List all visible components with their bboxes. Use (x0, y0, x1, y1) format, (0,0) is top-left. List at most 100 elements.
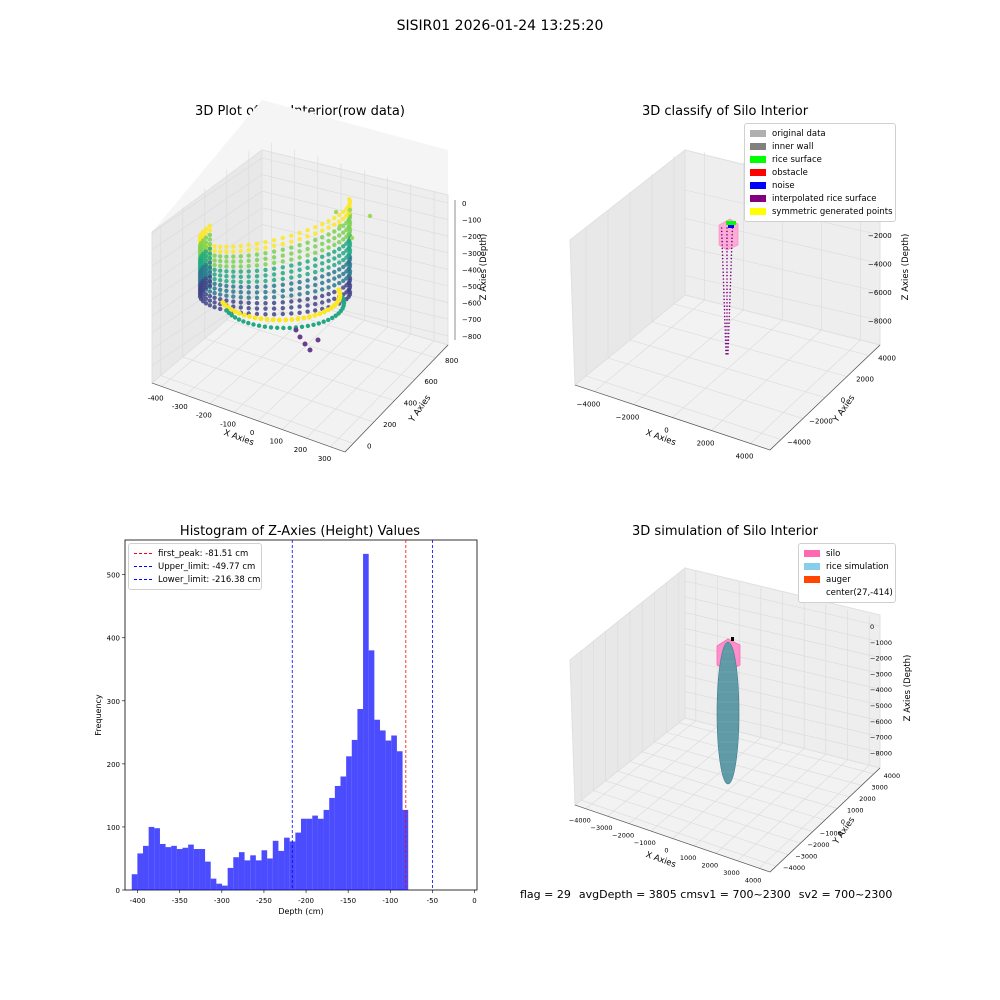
figure-title: SISIR01 2026-01-24 13:25:20 (396, 18, 604, 34)
p2-point (721, 244, 723, 246)
p1-point (333, 209, 339, 215)
p1-point (224, 259, 229, 264)
flag-text: flag = 29 (520, 888, 571, 901)
p1-point (320, 280, 325, 286)
p1-point (305, 297, 310, 302)
p3-xtick-label: -200 (298, 897, 314, 905)
p1-point (280, 294, 285, 299)
p1-point (307, 314, 312, 320)
p1-grid-z (261, 224, 449, 270)
p3-bar (385, 740, 392, 890)
p1-point (326, 238, 331, 244)
p1-point (344, 234, 349, 239)
p2-ztick-label: −8000 (868, 318, 892, 326)
p1-point (207, 246, 213, 251)
p1-point (344, 262, 349, 267)
p1-point (246, 320, 251, 326)
p1-point (305, 323, 311, 329)
p3-ytick-label: 500 (107, 572, 120, 580)
p1-point (344, 255, 349, 260)
p1-ytick-label: 600 (424, 378, 437, 386)
legend-label: interpolated rice surface (772, 193, 877, 204)
p2-point (729, 285, 732, 287)
p2-point (723, 291, 725, 294)
p2-point (726, 278, 728, 280)
p3-bar (278, 850, 285, 890)
p1-point (241, 319, 246, 324)
p1-point (271, 283, 277, 288)
p1-point (305, 228, 310, 233)
p1-point (337, 260, 342, 265)
p2-point (724, 336, 727, 338)
panel-2-title: 3D classify of Silo Interior (641, 104, 809, 119)
p2-point (722, 264, 724, 267)
p1-point (326, 285, 331, 290)
p3-xtick-label: -50 (427, 897, 438, 905)
p3-bar (199, 849, 206, 890)
p2-xtick-label: 2000 (697, 440, 715, 448)
p4-ztick-label: −8000 (870, 749, 892, 757)
p1-point (332, 215, 337, 221)
p1-point (203, 253, 209, 259)
p1-point (212, 248, 217, 254)
p1-point (305, 271, 310, 277)
p1-ztick-label: −100 (462, 217, 481, 225)
p2-point (722, 271, 724, 274)
p1-point (224, 274, 229, 279)
p1-point (326, 278, 331, 283)
p3-bar (210, 878, 217, 890)
p1-point (231, 274, 236, 279)
p2-point (731, 244, 733, 246)
p2-point (723, 305, 726, 308)
p1-point (238, 243, 243, 249)
p1-point (224, 269, 229, 274)
p2-grid-y (607, 357, 804, 419)
p1-point (313, 263, 318, 268)
p2-ytick-label: 0 (841, 397, 845, 405)
p1-point (313, 250, 318, 255)
p2-ytick-label: 4000 (878, 355, 896, 363)
p2-point (726, 230, 728, 233)
panel-2-legend: original data inner wall rice surface obsta… (744, 123, 896, 222)
p2-point (726, 308, 728, 311)
p1-point (246, 248, 251, 253)
p4-ytick-label: −2000 (808, 841, 830, 849)
p3-y-label: Frequency (94, 694, 103, 736)
legend-entry: inner wall (750, 140, 890, 153)
p1-point (297, 334, 303, 340)
p2-point (726, 261, 728, 263)
p4-ytick-label: 2000 (859, 795, 876, 803)
p1-point (332, 276, 337, 281)
p1-point (313, 308, 318, 313)
panel-3-title: Histogram of Z-Axies (Height) Values (179, 524, 421, 539)
p2-point (726, 264, 728, 267)
p1-point (231, 259, 236, 264)
p2-point (726, 274, 728, 277)
legend-line (134, 579, 152, 580)
p1-point (254, 274, 260, 279)
p4-z-label: Z Axies (Depth) (903, 655, 913, 722)
p1-point (305, 234, 310, 239)
p1-point (289, 281, 294, 286)
p2-ytick-label: 2000 (856, 376, 874, 384)
p1-point (305, 303, 310, 308)
p2-point (729, 281, 732, 284)
p1-scatter-points (197, 197, 373, 353)
p2-grid-y (651, 321, 848, 377)
p2-point (727, 346, 729, 348)
p2-point (726, 319, 728, 321)
p3-bar (312, 815, 318, 890)
p1-point (238, 259, 243, 264)
p4-ytick-label: −3000 (795, 853, 817, 861)
p4-grid-z (684, 628, 881, 674)
p2-point (726, 346, 728, 348)
p1-point (238, 305, 243, 310)
p1-point (320, 274, 325, 279)
p1-point (224, 308, 229, 313)
p1-z-label: Z Axies (Depth) (479, 234, 489, 301)
p4-xtick-label: 3000 (723, 869, 740, 877)
p1-point (280, 265, 285, 270)
p1-point (287, 325, 292, 331)
p1-y-axis (344, 344, 449, 453)
